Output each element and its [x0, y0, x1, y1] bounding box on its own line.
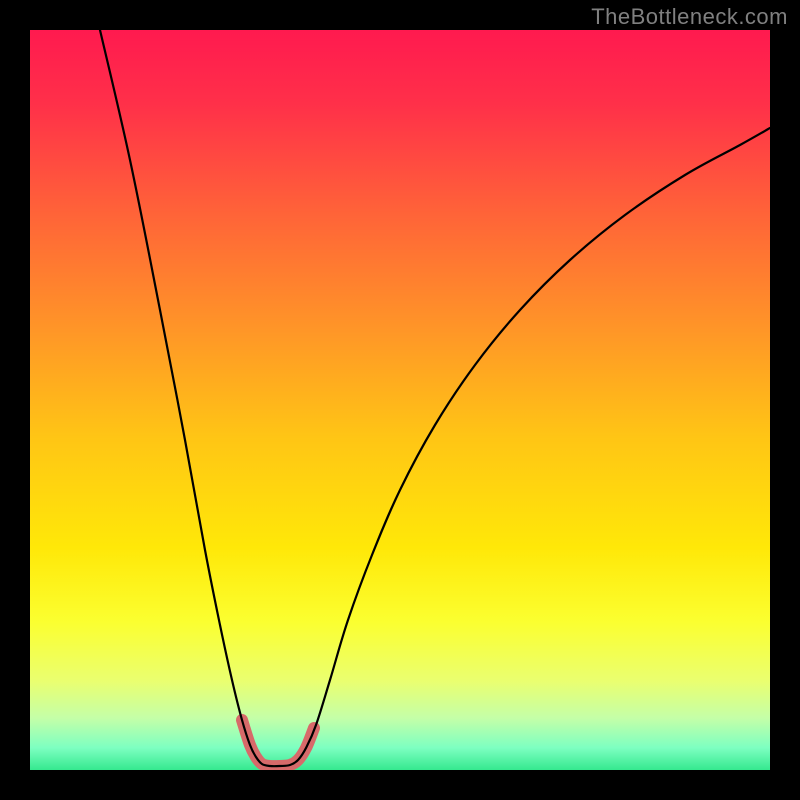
chart-canvas: TheBottleneck.com [0, 0, 800, 800]
plot-background-gradient [30, 30, 770, 770]
bottleneck-curve-chart [0, 0, 800, 800]
